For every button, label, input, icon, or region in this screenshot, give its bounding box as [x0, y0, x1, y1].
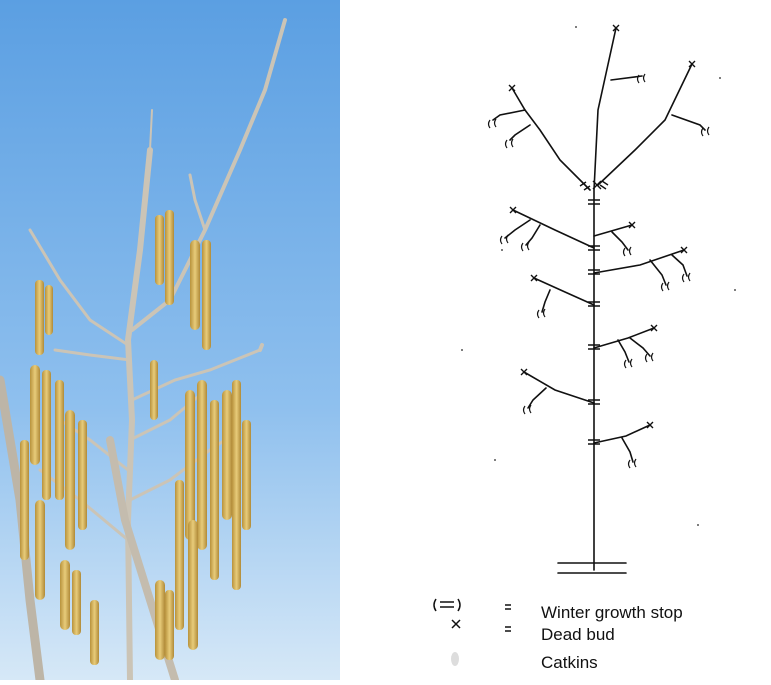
legend-x-icon	[451, 619, 461, 629]
legend-eq-sign-2-icon	[505, 626, 511, 632]
hazel-catkin-photo	[0, 0, 340, 680]
legend-catkin-icon	[451, 652, 459, 666]
sketch-lines	[492, 27, 706, 574]
sketch-drawing	[461, 24, 736, 574]
photo-illustration	[0, 0, 340, 680]
panel-divider	[340, 0, 350, 680]
sky-background	[0, 0, 340, 680]
legend-paren-left-icon	[433, 598, 437, 612]
legend-label-catkins: Catkins	[541, 653, 598, 672]
legend-label-growth-stop: Winter growth stop	[541, 603, 683, 622]
legend-symbols	[433, 598, 511, 666]
growth-stop-marks	[579, 180, 609, 445]
legend-eq-sign-1-icon	[505, 604, 511, 610]
branches	[0, 18, 287, 680]
legend-label-dead-bud: Dead bud	[541, 625, 615, 644]
paper-speckles	[461, 26, 736, 526]
legend-equals-icon	[440, 601, 454, 608]
catkin-symbols	[487, 73, 710, 469]
catkins	[20, 210, 251, 665]
pruning-sketch	[350, 0, 771, 680]
legend-paren-right-icon	[457, 598, 461, 612]
dead-bud-marks	[508, 24, 696, 429]
